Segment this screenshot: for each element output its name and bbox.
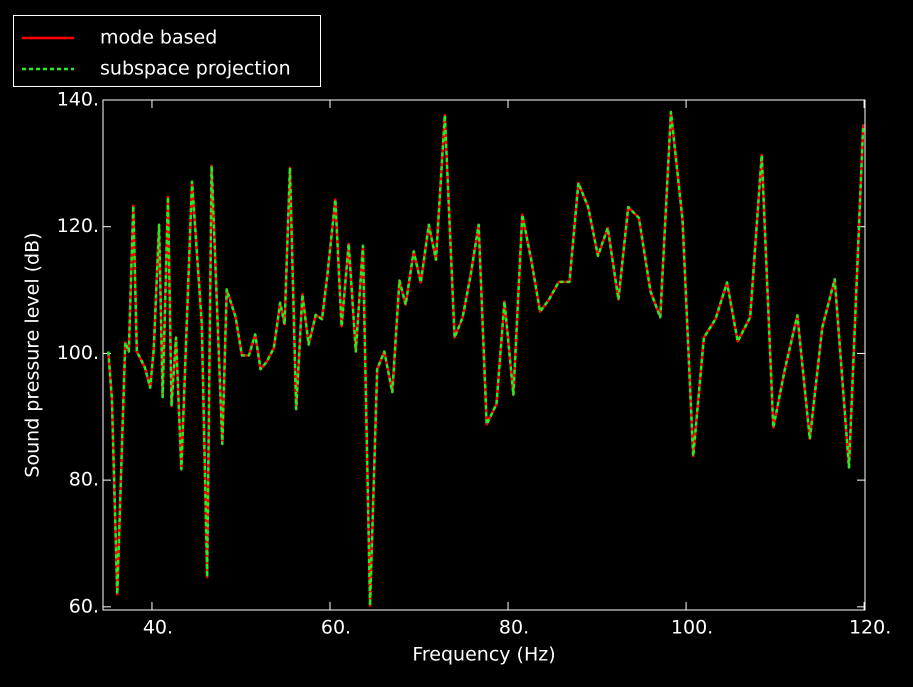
series-line — [107, 110, 865, 607]
legend-label: mode based — [100, 27, 217, 49]
x-tick-label: 40. — [143, 617, 173, 639]
legend-label: subspace projection — [100, 58, 291, 80]
plot-frame — [102, 99, 866, 611]
x-tick-label: 80. — [499, 617, 529, 639]
y-tick-label: 100. — [57, 342, 99, 364]
x-axis-label: Frequency (Hz) — [412, 644, 555, 666]
y-tick-label: 60. — [69, 595, 99, 617]
x-tick-label: 60. — [321, 617, 351, 639]
y-tick-label: 120. — [57, 215, 99, 237]
x-tick-label: 120. — [849, 617, 891, 639]
legend-box — [13, 15, 321, 87]
y-axis-label: Sound pressure level (dB) — [22, 232, 44, 477]
x-tick-label: 100. — [671, 617, 713, 639]
y-tick-label: 140. — [57, 89, 99, 111]
y-tick-label: 80. — [69, 469, 99, 491]
